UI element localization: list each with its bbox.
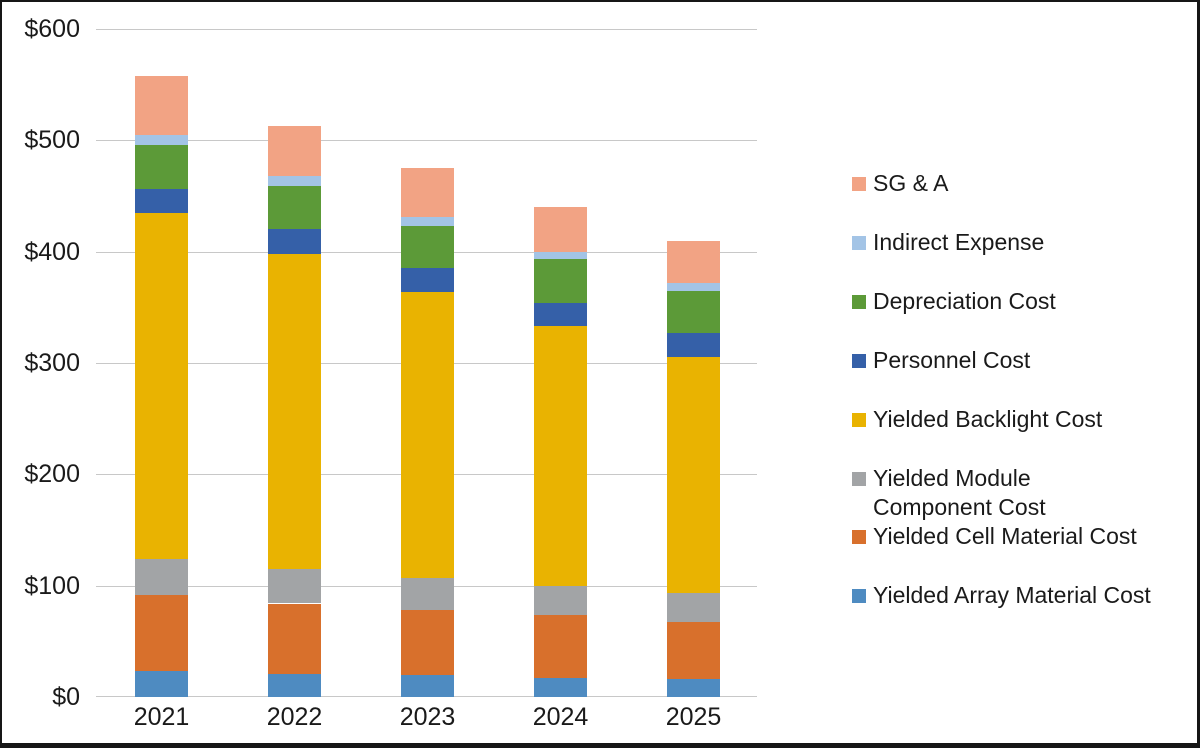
x-tick-label: 2024: [532, 703, 589, 731]
legend: SG & A Indirect Expense Depreciation Cost P…: [852, 169, 1182, 640]
legend-item: Yielded Cell Material Cost: [852, 522, 1182, 551]
bar-2021: [135, 29, 188, 697]
bar-segment-2021: [135, 212, 188, 559]
y-tick-label: $200: [24, 460, 80, 489]
bar-segment-2021: [135, 144, 188, 190]
bar-segment-2024: [534, 326, 587, 586]
bar-segment-2023: [401, 674, 454, 697]
bar-segment-2024: [534, 251, 587, 260]
legend-swatch-icon: [852, 236, 866, 250]
legend-swatch-icon: [852, 295, 866, 309]
legend-item: Personnel Cost: [852, 346, 1182, 375]
legend-label: Yielded Backlight Cost: [873, 406, 1103, 432]
bar-segment-2025: [667, 282, 720, 291]
bar-segment-2022: [268, 186, 321, 230]
y-tick-label: $300: [24, 349, 80, 377]
bar-segment-2025: [667, 622, 720, 680]
bar-segment-2022: [268, 568, 321, 604]
gridline: [96, 29, 757, 30]
legend-item: Depreciation Cost: [852, 287, 1182, 316]
bar-segment-2022: [268, 229, 321, 254]
bar-2025: [667, 29, 720, 697]
bar-segment-2021: [135, 134, 188, 145]
x-tick-label: 2023: [399, 703, 456, 731]
bar-segment-2023: [401, 268, 454, 292]
legend-label: Yielded Module Component Cost: [873, 465, 1046, 520]
bar-segment-2022: [268, 673, 321, 697]
legend-swatch-icon: [852, 472, 866, 486]
bar-2023: [401, 29, 454, 697]
y-tick-label: $0: [52, 683, 80, 711]
legend-swatch-icon: [852, 530, 866, 544]
bar-segment-2025: [667, 593, 720, 623]
plot-area: [96, 29, 757, 697]
legend-label: Personnel Cost: [873, 347, 1031, 373]
bar-segment-2025: [667, 240, 720, 283]
legend-label: Indirect Expense: [873, 229, 1045, 255]
bar-segment-2021: [135, 594, 188, 672]
bar-segment-2021: [135, 671, 188, 697]
legend-item: SG & A: [852, 169, 1182, 198]
legend-label: Depreciation Cost: [873, 288, 1056, 314]
legend-item: Yielded Array Material Cost: [852, 581, 1182, 610]
bar-segment-2021: [135, 189, 188, 213]
y-tick-label: $600: [24, 15, 80, 43]
legend-swatch-icon: [852, 589, 866, 603]
bar-segment-2022: [268, 603, 321, 674]
y-axis: $0 $100 $200 $300 $400 $500 $600: [2, 15, 80, 711]
bar-segment-2023: [401, 610, 454, 675]
legend-swatch-icon: [852, 413, 866, 427]
bar-segment-2023: [401, 226, 454, 269]
legend-label: Yielded Cell Material Cost: [873, 523, 1137, 549]
bar-2022: [268, 29, 321, 697]
bar-segment-2024: [534, 207, 587, 252]
bar-segment-2025: [667, 332, 720, 358]
bar-segment-2023: [401, 577, 454, 611]
x-axis: 2021 2022 2023 2024 2025: [96, 701, 757, 735]
legend-label: Yielded Array Material Cost: [873, 582, 1151, 608]
bar-segment-2021: [135, 558, 188, 595]
legend-item: Yielded Module Component Cost: [852, 464, 1182, 522]
bar-segment-2023: [401, 291, 454, 578]
bar-segment-2024: [534, 678, 587, 697]
y-tick-label: $100: [24, 571, 80, 600]
x-tick-label: 2025: [665, 703, 722, 731]
bar-segment-2024: [534, 259, 587, 303]
bar-segment-2022: [268, 125, 321, 176]
legend-swatch-icon: [852, 354, 866, 368]
y-tick-label: $500: [24, 126, 80, 155]
bar-segment-2025: [667, 290, 720, 333]
y-tick-label: $400: [24, 237, 80, 266]
gridline: [96, 140, 757, 142]
bar-segment-2025: [667, 357, 720, 594]
bar-segment-2021: [135, 75, 188, 135]
legend-item: Indirect Expense: [852, 228, 1182, 257]
bar-segment-2024: [534, 614, 587, 679]
legend-item: Yielded Backlight Cost: [852, 405, 1182, 434]
bar-segment-2024: [534, 585, 587, 615]
legend-swatch-icon: [852, 177, 866, 191]
bar-segment-2024: [534, 302, 587, 327]
bar-segment-2022: [268, 253, 321, 569]
bar-2024: [534, 29, 587, 697]
bar-segment-2022: [268, 175, 321, 186]
bar-segment-2023: [401, 168, 454, 218]
legend-label: SG & A: [873, 170, 949, 196]
bar-segment-2025: [667, 679, 720, 697]
x-tick-label: 2022: [266, 703, 323, 731]
bar-segment-2023: [401, 217, 454, 227]
x-tick-label: 2021: [133, 703, 190, 731]
